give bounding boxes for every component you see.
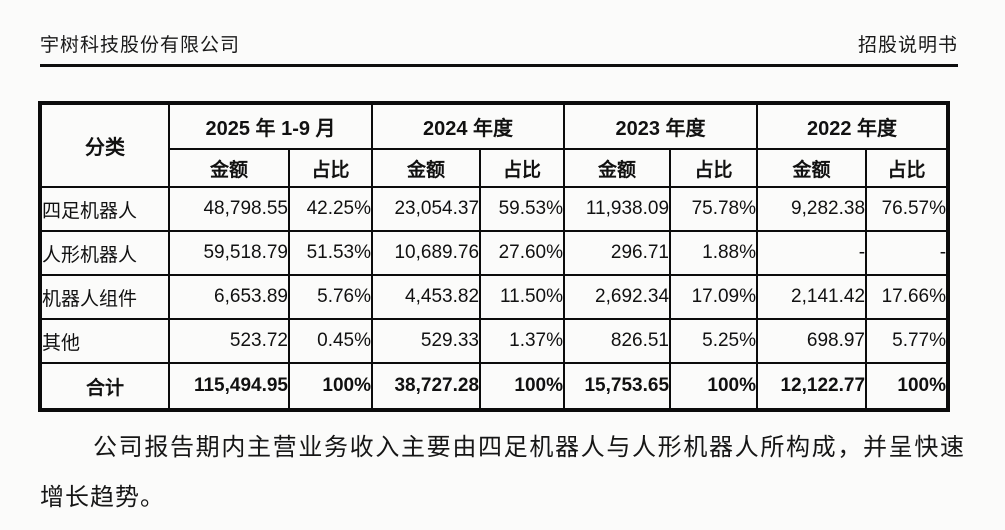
col-header-period-2025: 2025 年 1-9 月 — [167, 102, 374, 150]
subheader-amount-2023: 金额 — [563, 148, 672, 188]
amount-cell: 2,692.34 — [563, 274, 672, 320]
share-cell: - — [865, 230, 950, 276]
col-header-period-2022: 2022 年度 — [756, 102, 950, 150]
subheader-amount-2024: 金额 — [371, 148, 482, 188]
share-cell: 17.66% — [865, 274, 950, 320]
amount-cell: 826.51 — [563, 318, 672, 364]
period-header-row: 分类 2025 年 1-9 月 2024 年度 2023 年度 2022 年度 — [39, 102, 950, 188]
amount-cell: 523.72 — [168, 318, 290, 364]
subheader-amount-2025: 金额 — [168, 148, 290, 188]
subheader-share-2023: 占比 — [669, 148, 759, 188]
table-row-components: 机器人组件 6,653.89 5.76% 4,453.82 11.50% 2,6… — [39, 274, 950, 320]
share-cell: 51.53% — [287, 230, 374, 276]
share-cell: 5.25% — [669, 318, 759, 364]
subheader-row: 金额 占比 金额 占比 金额 占比 金额 占比 — [40, 148, 950, 188]
share-cell: 27.60% — [479, 230, 566, 276]
amount-cell: 4,453.82 — [371, 274, 482, 320]
header-divider — [40, 64, 958, 67]
category-cell: 机器人组件 — [39, 274, 170, 320]
subheader-share-2024: 占比 — [479, 148, 566, 188]
share-cell: 100% — [287, 362, 374, 411]
share-cell: 75.78% — [669, 186, 759, 232]
subheader-amount-2022: 金额 — [756, 148, 868, 188]
category-cell: 其他 — [39, 318, 170, 364]
amount-cell: 15,753.65 — [563, 362, 672, 411]
share-cell: 100% — [865, 362, 950, 411]
amount-cell: - — [756, 230, 868, 276]
amount-cell: 9,282.38 — [756, 186, 868, 232]
amount-cell: 48,798.55 — [168, 186, 290, 232]
amount-cell: 6,653.89 — [168, 274, 290, 320]
share-cell: 1.37% — [479, 318, 566, 364]
share-cell: 5.76% — [287, 274, 374, 320]
amount-cell: 115,494.95 — [168, 362, 290, 411]
table-row-quadruped: 四足机器人 48,798.55 42.25% 23,054.37 59.53% … — [39, 186, 950, 232]
col-header-category: 分类 — [39, 102, 170, 188]
amount-cell: 12,122.77 — [756, 362, 868, 411]
share-cell: 5.77% — [865, 318, 950, 364]
col-header-period-2023: 2023 年度 — [563, 102, 759, 150]
amount-cell: 2,141.42 — [756, 274, 868, 320]
share-cell: 76.57% — [865, 186, 950, 232]
col-header-period-2024: 2024 年度 — [371, 102, 566, 150]
amount-cell: 10,689.76 — [371, 230, 482, 276]
company-name: 宇树科技股份有限公司 — [40, 35, 241, 56]
share-cell: 11.50% — [479, 274, 566, 320]
amount-cell: 38,727.28 — [371, 362, 482, 411]
body-paragraph: 公司报告期内主营业务收入主要由四足机器人与人形机器人所构成，并呈快速增长趋势。 — [40, 435, 965, 511]
category-cell: 人形机器人 — [39, 230, 170, 276]
page-header: 宇树科技股份有限公司 招股说明书 — [40, 30, 958, 57]
amount-cell: 698.97 — [756, 318, 868, 364]
table-row-other: 其他 523.72 0.45% 529.33 1.37% 826.51 5.25… — [39, 318, 950, 364]
revenue-breakdown-table: 分类 2025 年 1-9 月 2024 年度 2023 年度 2022 年度 … — [38, 101, 951, 412]
share-cell: 1.88% — [669, 230, 759, 276]
share-cell: 100% — [479, 362, 566, 411]
table-row-total: 合计 115,494.95 100% 38,727.28 100% 15,753… — [39, 362, 950, 411]
subheader-share-2022: 占比 — [865, 148, 950, 188]
category-cell: 合计 — [39, 362, 170, 411]
subheader-share-2025: 占比 — [287, 148, 374, 188]
amount-cell: 23,054.37 — [371, 186, 482, 232]
category-cell: 四足机器人 — [39, 186, 170, 232]
share-cell: 100% — [669, 362, 759, 411]
share-cell: 0.45% — [287, 318, 374, 364]
share-cell: 59.53% — [479, 186, 566, 232]
amount-cell: 11,938.09 — [563, 186, 672, 232]
amount-cell: 296.71 — [563, 230, 672, 276]
share-cell: 42.25% — [287, 186, 374, 232]
doc-type-label: 招股说明书 — [857, 35, 958, 56]
share-cell: 17.09% — [669, 274, 759, 320]
amount-cell: 529.33 — [371, 318, 482, 364]
table-row-humanoid: 人形机器人 59,518.79 51.53% 10,689.76 27.60% … — [39, 230, 950, 276]
amount-cell: 59,518.79 — [168, 230, 290, 276]
